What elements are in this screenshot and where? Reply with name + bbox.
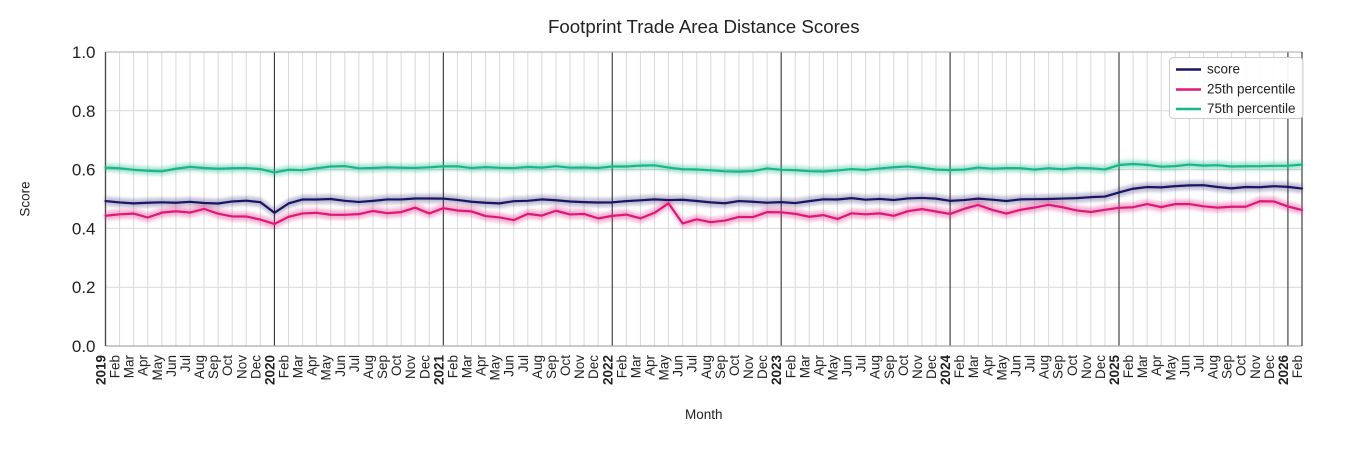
svg-text:0.2: 0.2 (72, 278, 96, 297)
svg-text:Nov: Nov (572, 355, 587, 379)
svg-text:Aug: Aug (530, 355, 545, 379)
svg-text:1.0: 1.0 (72, 43, 96, 62)
svg-text:2025: 2025 (1107, 355, 1122, 386)
svg-text:Mar: Mar (122, 354, 137, 378)
svg-text:Dec: Dec (1262, 355, 1277, 379)
svg-text:0.8: 0.8 (72, 102, 96, 121)
svg-text:75th percentile: 75th percentile (1207, 101, 1296, 116)
svg-text:Jul: Jul (178, 355, 193, 372)
svg-text:Aug: Aug (1037, 355, 1052, 379)
svg-text:Sep: Sep (206, 355, 221, 379)
svg-text:Mar: Mar (966, 354, 981, 378)
svg-text:Jul: Jul (685, 355, 700, 372)
svg-text:2019: 2019 (94, 355, 109, 385)
svg-text:Nov: Nov (1079, 355, 1094, 379)
svg-text:Feb: Feb (108, 355, 123, 378)
svg-text:Nov: Nov (403, 355, 418, 379)
svg-text:2023: 2023 (769, 355, 784, 386)
svg-text:Sep: Sep (713, 355, 728, 379)
svg-text:Mar: Mar (1135, 354, 1150, 378)
svg-text:Feb: Feb (952, 355, 967, 378)
svg-text:0.0: 0.0 (72, 337, 96, 356)
svg-text:Sep: Sep (544, 355, 559, 379)
svg-text:Apr: Apr (811, 355, 826, 377)
svg-text:Feb: Feb (1121, 355, 1136, 378)
svg-text:Jun: Jun (333, 355, 348, 377)
svg-text:Jul: Jul (516, 355, 531, 372)
svg-text:Dec: Dec (1093, 355, 1108, 379)
svg-text:0.4: 0.4 (72, 219, 96, 238)
svg-text:May: May (1163, 355, 1178, 381)
svg-text:Jun: Jun (502, 355, 517, 377)
svg-text:Oct: Oct (1234, 355, 1249, 376)
svg-text:Sep: Sep (1220, 355, 1235, 379)
svg-text:May: May (825, 355, 840, 381)
svg-text:Feb: Feb (1290, 355, 1305, 378)
svg-text:Feb: Feb (614, 355, 629, 378)
svg-text:Jun: Jun (671, 355, 686, 377)
svg-text:Jul: Jul (1191, 355, 1206, 372)
svg-text:Apr: Apr (1149, 355, 1164, 377)
svg-text:May: May (319, 355, 334, 381)
svg-text:Nov: Nov (910, 355, 925, 379)
svg-text:Jun: Jun (1177, 355, 1192, 377)
svg-text:May: May (657, 355, 672, 381)
svg-text:Jun: Jun (840, 355, 855, 377)
svg-text:2020: 2020 (262, 355, 277, 385)
svg-text:Dec: Dec (755, 355, 770, 379)
svg-text:May: May (994, 355, 1009, 381)
svg-text:Nov: Nov (741, 355, 756, 379)
svg-text:Aug: Aug (192, 355, 207, 379)
svg-text:Sep: Sep (375, 355, 390, 379)
svg-text:Oct: Oct (896, 355, 911, 376)
svg-text:Apr: Apr (474, 355, 489, 377)
svg-text:Aug: Aug (361, 355, 376, 379)
svg-text:25th percentile: 25th percentile (1207, 82, 1296, 97)
svg-text:Oct: Oct (558, 355, 573, 376)
svg-text:Mar: Mar (459, 354, 474, 378)
svg-text:2022: 2022 (600, 355, 615, 385)
svg-text:Jul: Jul (854, 355, 869, 372)
svg-text:score: score (1207, 62, 1240, 77)
svg-text:Dec: Dec (586, 355, 601, 379)
svg-text:Aug: Aug (699, 355, 714, 379)
svg-text:Oct: Oct (220, 355, 235, 376)
svg-text:Dec: Dec (417, 355, 432, 379)
svg-text:Jul: Jul (1023, 355, 1038, 372)
svg-text:Feb: Feb (445, 355, 460, 378)
svg-text:Apr: Apr (980, 355, 995, 377)
svg-text:Dec: Dec (924, 355, 939, 379)
svg-text:Oct: Oct (389, 355, 404, 376)
svg-text:May: May (488, 355, 503, 381)
svg-text:Oct: Oct (1065, 355, 1080, 376)
svg-text:Apr: Apr (305, 355, 320, 377)
svg-text:Mar: Mar (628, 354, 643, 378)
svg-text:2024: 2024 (938, 355, 953, 386)
svg-text:Sep: Sep (1051, 355, 1066, 379)
svg-text:Nov: Nov (234, 355, 249, 379)
svg-text:Jun: Jun (1008, 355, 1023, 377)
svg-text:Apr: Apr (136, 355, 151, 377)
svg-text:Feb: Feb (783, 355, 798, 378)
svg-text:2026: 2026 (1276, 355, 1291, 386)
svg-text:Jul: Jul (347, 355, 362, 372)
svg-text:May: May (150, 355, 165, 381)
svg-text:Nov: Nov (1248, 355, 1263, 379)
svg-text:Feb: Feb (276, 355, 291, 378)
svg-text:Aug: Aug (868, 355, 883, 379)
svg-text:2021: 2021 (431, 355, 446, 386)
svg-text:Mar: Mar (797, 354, 812, 378)
svg-text:Aug: Aug (1206, 355, 1221, 379)
svg-text:Apr: Apr (642, 355, 657, 377)
svg-text:Mar: Mar (291, 354, 306, 378)
svg-text:Jun: Jun (164, 355, 179, 377)
svg-text:Sep: Sep (882, 355, 897, 379)
svg-text:Dec: Dec (248, 355, 263, 379)
svg-text:Oct: Oct (727, 355, 742, 376)
svg-text:0.6: 0.6 (72, 161, 96, 180)
